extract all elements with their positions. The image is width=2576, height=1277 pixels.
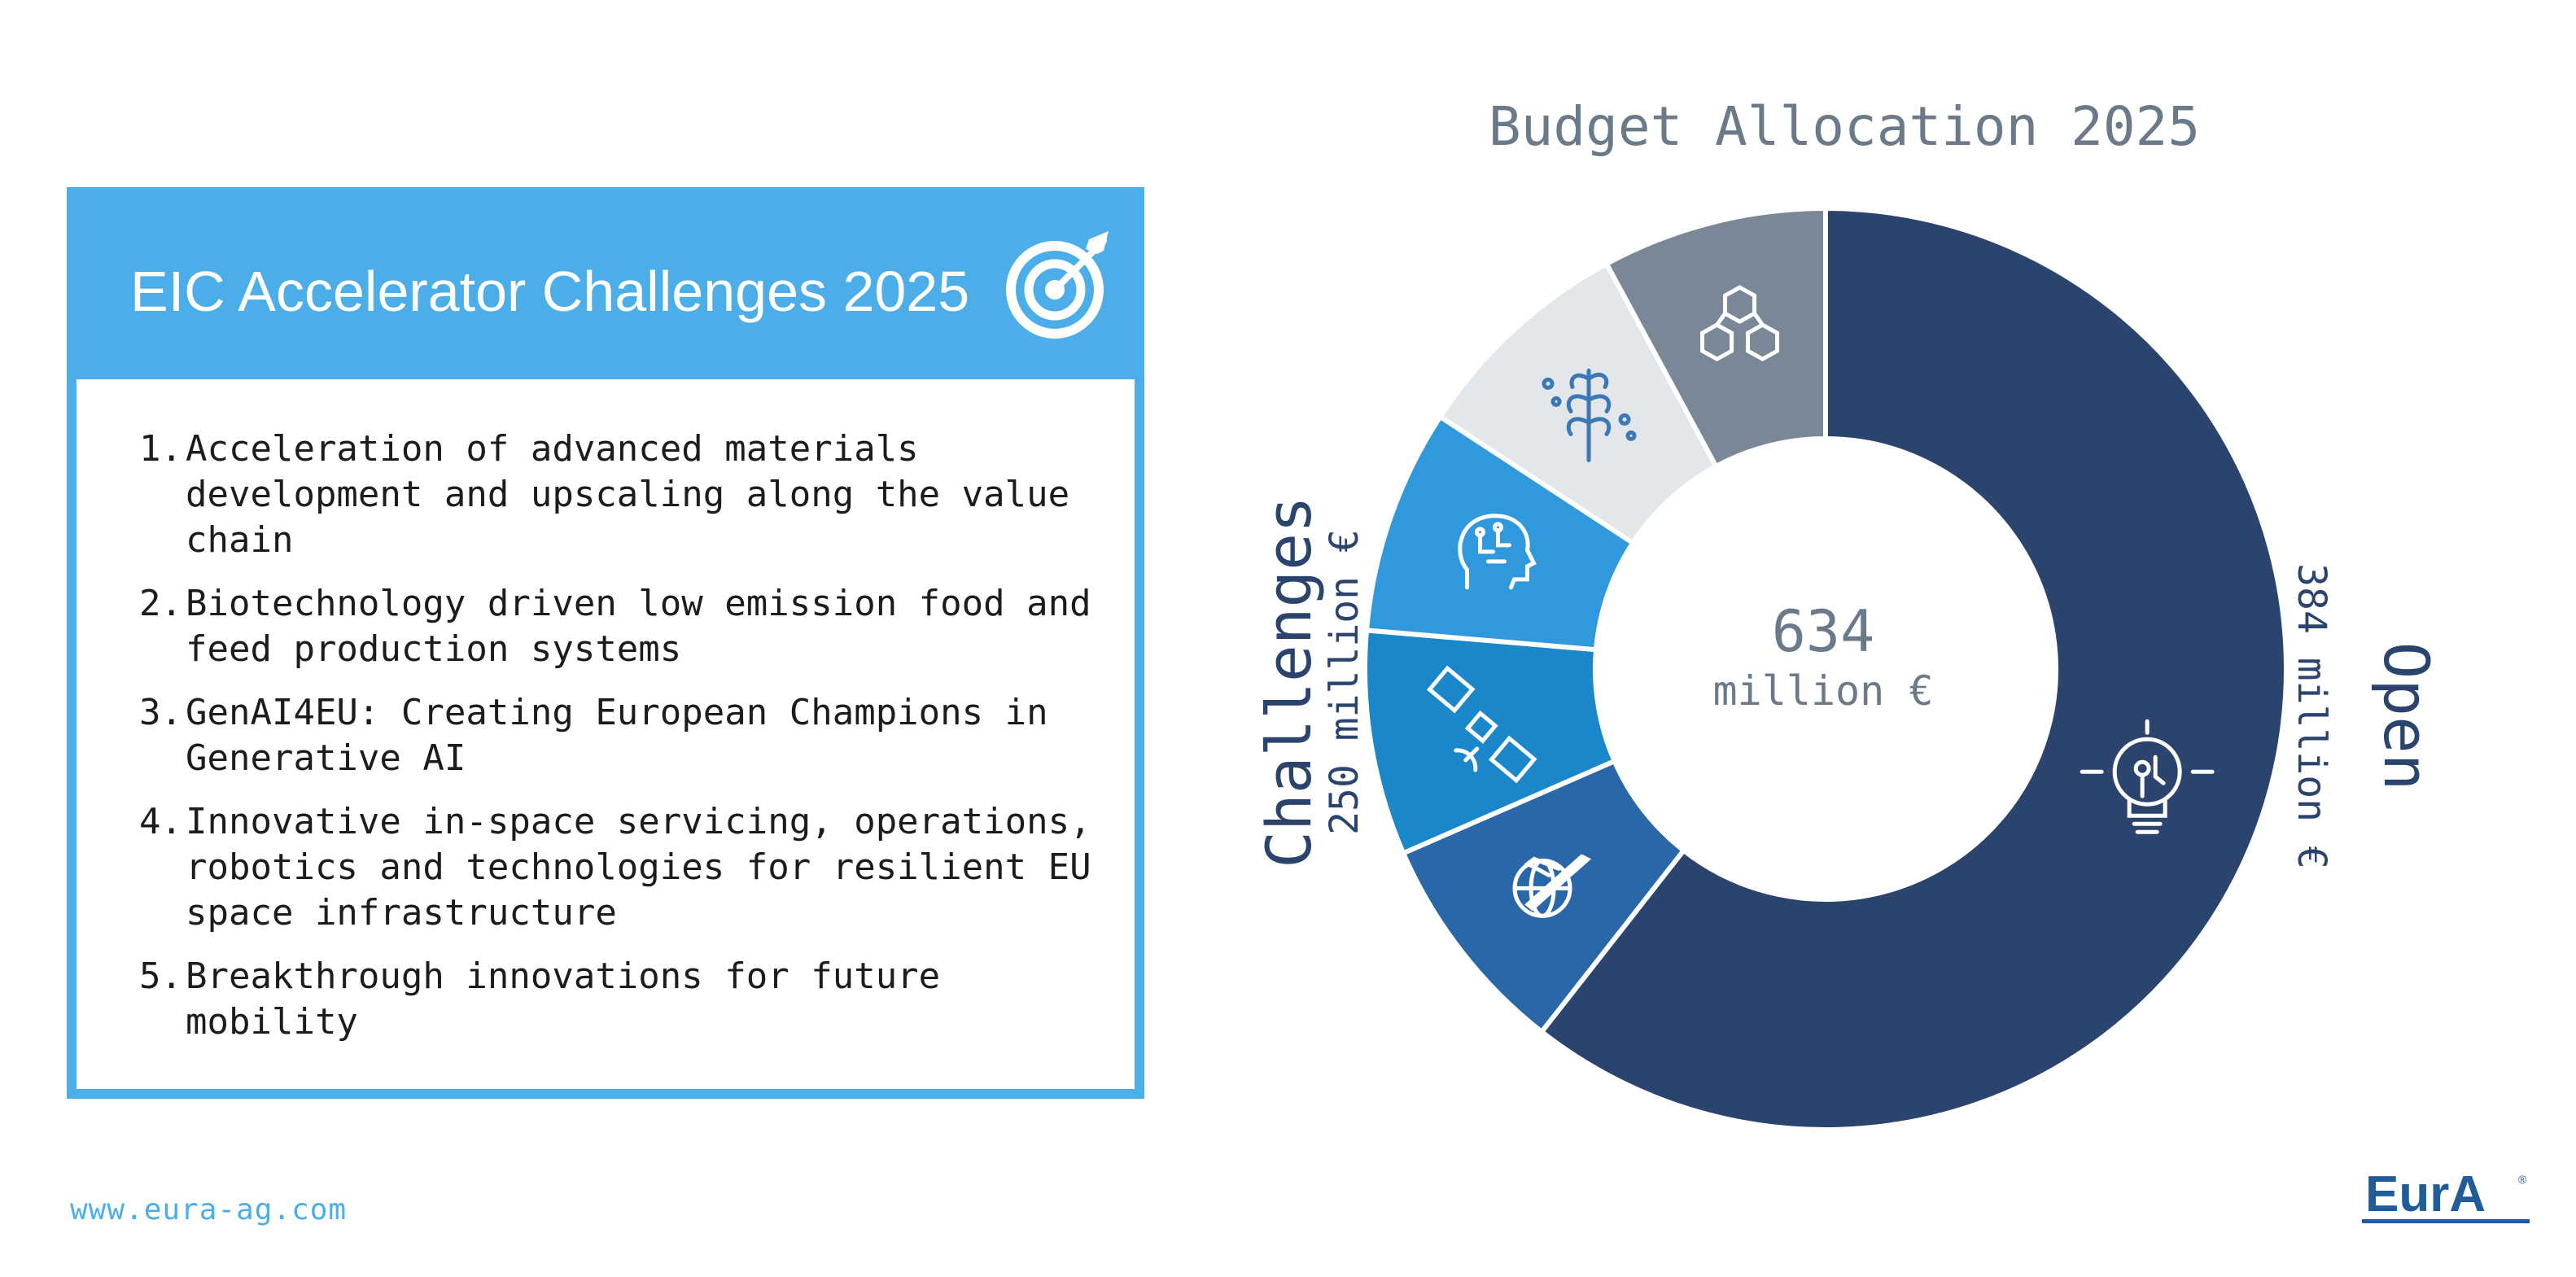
item-text: Biotechnology driven low emission food a… [186,583,1091,670]
open-amount: 384 million € [2289,563,2334,869]
open-group-label: Open [2370,641,2443,790]
challenges-panel: EIC Accelerator Challenges 2025 1. Accele… [67,187,1144,1099]
target-icon [1006,231,1109,339]
chart-title: Budget Allocation 2025 [1489,95,2200,158]
challenges-list: 1. Acceleration of advanced materials dev… [120,426,1105,1063]
budget-donut-chart: Budget Allocation 2025 634 million € Ope… [1253,95,2443,1132]
open-amount-group: 384 million € [2289,563,2334,869]
item-number: 4. [139,801,182,842]
list-item: 5. Breakthrough innovations for future mo… [120,954,1105,1045]
plant-cells-icon [1542,368,1637,462]
item-text: Breakthrough innovations for future mobi… [186,956,941,1043]
lightbulb-ai-icon [2080,719,2215,834]
open-label: Open [2370,641,2443,790]
list-item: 2. Biotechnology driven low emission food… [120,581,1105,672]
center-unit: million € [1713,667,1934,715]
item-number: 1. [139,428,182,470]
item-text: Innovative in-space servicing, operation… [186,801,1091,934]
satellite-icon [1426,665,1537,784]
material-cubes-icon [1700,285,1780,361]
challenges-group-label: Challenges [1253,496,1325,868]
item-number: 5. [139,956,182,997]
slice-material-cubes [1603,205,1828,470]
svg-text:®: ® [2518,1173,2527,1186]
logo-text: EurA [2365,1166,2486,1222]
slice-lightbulb-ai [1537,205,2289,1132]
challenges-amount-group: 250 million € [1322,529,1367,835]
center-value: 634 [1772,598,1874,665]
list-item: 4. Innovative in-space servicing, operati… [120,799,1105,936]
ai-head-icon [1458,514,1537,590]
panel-title: EIC Accelerator Challenges 2025 [130,260,970,323]
panel-header: EIC Accelerator Challenges 2025 [77,197,1135,379]
challenges-label: Challenges [1253,496,1325,868]
list-item: 1. Acceleration of advanced materials dev… [120,426,1105,563]
item-text: Acceleration of advanced materials devel… [186,428,1070,561]
item-number: 2. [139,583,182,624]
item-number: 3. [139,692,182,733]
eura-logo: EurA ® [2362,1166,2530,1223]
aircraft-globe-icon [1512,854,1592,918]
item-text: GenAI4EU: Creating European Champions in… [186,692,1048,779]
website-link[interactable]: www.eura-ag.com [70,1193,348,1227]
challenges-amount: 250 million € [1322,529,1367,835]
list-item: 3. GenAI4EU: Creating European Champions … [120,690,1105,781]
